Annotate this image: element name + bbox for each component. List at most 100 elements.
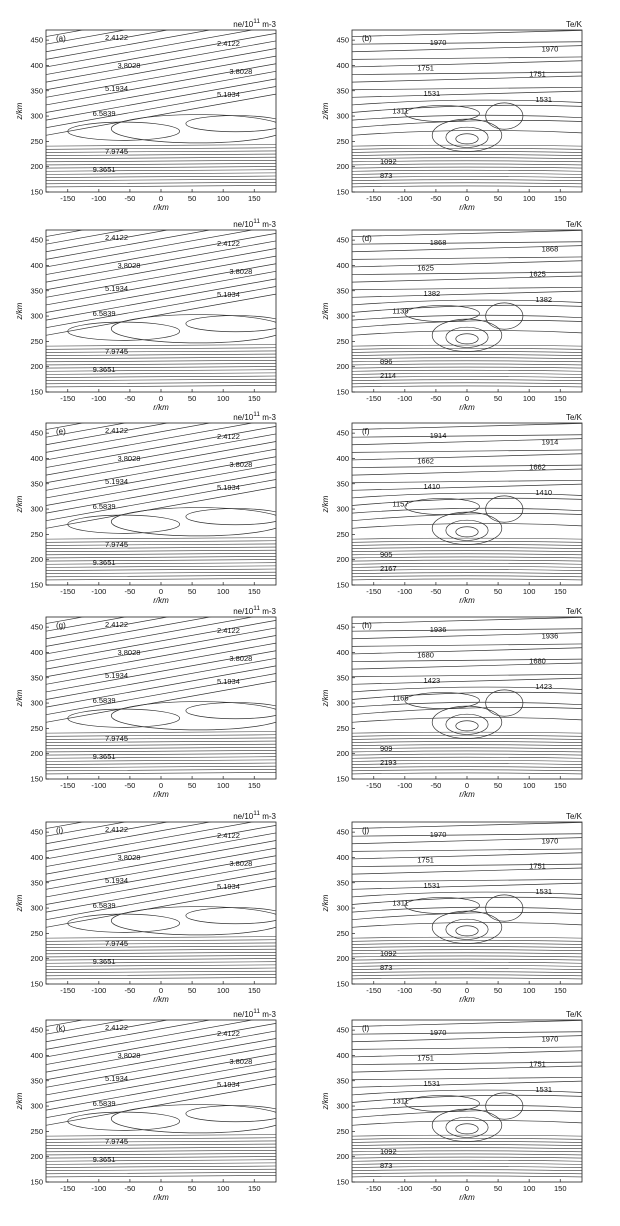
contour-line xyxy=(485,102,524,130)
contour-line xyxy=(352,1153,582,1156)
x-tick-label: 0 xyxy=(465,1184,469,1193)
contour-line xyxy=(352,260,582,268)
contour-line xyxy=(352,71,582,75)
contour-label: 6.5839 xyxy=(93,309,116,318)
contour-label: 7.9745 xyxy=(105,1137,128,1146)
x-tick-label: 150 xyxy=(554,986,567,995)
contour-line xyxy=(352,376,582,378)
panel-g: 2.4122 2.4122 3.8028 3.8028 5.1934 5.1934 6.58… xyxy=(15,605,277,799)
contour-label: 9.3651 xyxy=(93,752,116,761)
contour-line xyxy=(46,537,276,540)
contour-line xyxy=(352,245,582,253)
contour-line xyxy=(352,1156,582,1159)
contour-label: 5.1934 xyxy=(105,671,128,680)
contour-label: 5.1934 xyxy=(217,290,240,299)
y-axis-label: z/km xyxy=(321,689,330,707)
contour-line xyxy=(46,55,276,98)
y-tick-label: 400 xyxy=(30,61,43,70)
x-tick-label: -50 xyxy=(430,394,441,403)
contour-label: 2.4122 xyxy=(217,626,240,635)
contour-line xyxy=(431,118,503,152)
x-tick-label: -50 xyxy=(124,986,135,995)
contour-line xyxy=(352,75,582,83)
contour-line xyxy=(485,302,524,330)
x-tick-label: 50 xyxy=(494,394,502,403)
contour-line xyxy=(46,1045,276,1088)
contour-line xyxy=(352,1065,582,1073)
panel-label: (g) xyxy=(56,621,66,630)
contour-label: 1410 xyxy=(535,488,552,497)
contour-line xyxy=(352,569,582,571)
x-tick-label: 50 xyxy=(188,587,196,596)
contour-line xyxy=(352,936,582,939)
contour-label: 1625 xyxy=(417,264,434,273)
x-tick-label: -150 xyxy=(366,394,381,403)
x-tick-label: 0 xyxy=(159,587,163,596)
contour-line xyxy=(46,30,170,53)
y-tick-label: 200 xyxy=(336,954,349,963)
y-tick-label: 250 xyxy=(30,724,43,733)
x-tick-label: -50 xyxy=(124,781,135,790)
x-tick-label: 50 xyxy=(188,1184,196,1193)
contour-line xyxy=(352,741,582,743)
contour-line xyxy=(455,925,479,937)
contour-line xyxy=(352,344,582,347)
y-tick-label: 450 xyxy=(30,429,43,438)
contour-label: 1531 xyxy=(535,1085,552,1094)
x-tick-label: -50 xyxy=(124,194,135,203)
contour-label: 9.3651 xyxy=(93,165,116,174)
contour-line xyxy=(46,549,276,552)
y-tick-label: 400 xyxy=(336,61,349,70)
x-tick-label: 50 xyxy=(494,986,502,995)
contour-label: 1423 xyxy=(423,676,440,685)
y-tick-label: 350 xyxy=(336,878,349,887)
y-tick-label: 250 xyxy=(30,337,43,346)
contour-line xyxy=(352,230,582,237)
x-tick-label: -50 xyxy=(124,587,135,596)
contour-line xyxy=(46,433,276,476)
contour-line xyxy=(352,553,582,556)
contour-line xyxy=(352,120,582,129)
contour-line xyxy=(352,290,582,298)
y-tick-label: 200 xyxy=(30,749,43,758)
contour-line xyxy=(352,677,582,685)
contour-line xyxy=(352,157,582,159)
x-tick-label: -150 xyxy=(366,986,381,995)
y-tick-label: 350 xyxy=(336,286,349,295)
contour-line xyxy=(352,320,582,329)
contour-line xyxy=(352,130,582,136)
x-tick-label: 0 xyxy=(159,986,163,995)
contour-line xyxy=(352,1159,582,1162)
contour-line xyxy=(352,286,582,291)
contour-line xyxy=(352,385,582,388)
contour-line xyxy=(445,1116,489,1138)
contour-line xyxy=(46,255,276,298)
contour-label: 3.8028 xyxy=(117,61,140,70)
contour-line xyxy=(352,45,582,53)
contour-label: 1914 xyxy=(542,437,559,446)
y-tick-label: 250 xyxy=(30,929,43,938)
contour-line xyxy=(352,896,582,905)
panel-b: 1970 1970 1751 1751 1531 1531 1311 1092 873 (b) Te… xyxy=(321,20,583,212)
contour-line xyxy=(352,1172,582,1175)
contour-line xyxy=(46,635,276,678)
contour-line xyxy=(46,832,276,875)
contour-line xyxy=(46,185,276,188)
contour-line xyxy=(46,1156,276,1159)
contour-line xyxy=(352,867,582,875)
contour-line xyxy=(46,822,170,845)
contour-line xyxy=(46,1020,170,1043)
contour-line xyxy=(352,753,582,756)
contour-label: 2.4122 xyxy=(105,1023,128,1032)
contour-line xyxy=(485,689,524,717)
unit-label: ne/1011 m-3 xyxy=(233,18,276,29)
contour-label: 1625 xyxy=(529,270,546,279)
contour-line xyxy=(110,906,276,936)
contour-line xyxy=(352,256,582,260)
contour-line xyxy=(46,78,276,121)
contour-line xyxy=(67,913,180,933)
x-tick-label: -150 xyxy=(60,194,75,203)
contour-line xyxy=(445,519,489,541)
contour-line xyxy=(352,154,582,156)
